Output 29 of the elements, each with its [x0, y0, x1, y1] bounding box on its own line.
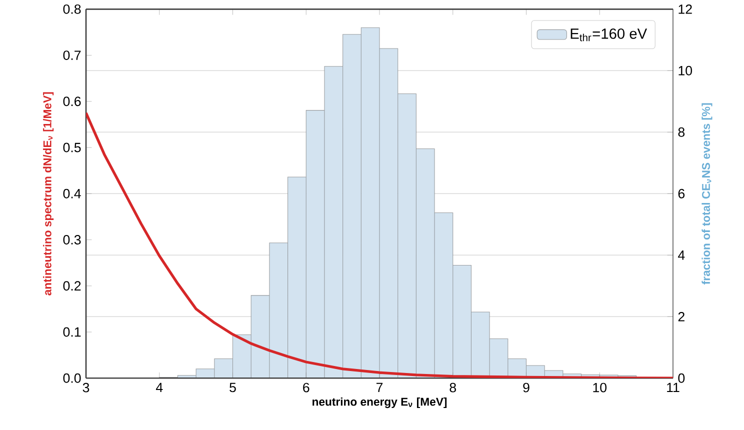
y2-tick-label: 8 [678, 127, 685, 137]
y-tick-label: 0.3 [63, 234, 81, 244]
y-tick-label: 0.5 [63, 142, 81, 152]
y2-tick-label: 2 [678, 312, 684, 322]
y2-axis-title: fraction of total CE$_{ν}$NS events [%] [702, 103, 712, 284]
y2-tick-label: 6 [678, 188, 685, 198]
x-tick-label: 10 [593, 382, 607, 392]
x-tick-label: 3 [82, 382, 90, 392]
x-tick-label: 4 [156, 382, 163, 392]
y-tick-label: 0.2 [63, 281, 81, 291]
y-axis-title: antineutrino spectrum dN/dE$_{ν}$ [1/MeV] [43, 92, 54, 296]
y-tick-label: 0.7 [63, 50, 81, 60]
y-tick-label: 0.0 [63, 373, 81, 383]
y-tick-label: 0.8 [63, 4, 81, 14]
y2-tick-label: 12 [678, 4, 692, 14]
y2-tick-label: 0 [678, 373, 685, 383]
x-tick-label: 11 [667, 382, 680, 392]
x-tick-label: 7 [376, 382, 383, 392]
y-tick-label: 0.1 [63, 327, 81, 337]
x-tick-label: 9 [523, 382, 530, 392]
y2-tick-label: 4 [678, 250, 685, 260]
x-axis-title: neutrino energy E$_{ν}$ [MeV] [312, 397, 447, 408]
y2-tick-label: 10 [678, 66, 692, 76]
x-tick-label: 5 [230, 382, 236, 392]
legend-label: E$_{thr}$=160 eV [570, 28, 648, 42]
y-tick-label: 0.6 [63, 96, 81, 106]
x-tick-label: 6 [303, 382, 310, 392]
x-tick-label: 8 [450, 382, 456, 392]
y-tick-label: 0.4 [63, 188, 81, 198]
